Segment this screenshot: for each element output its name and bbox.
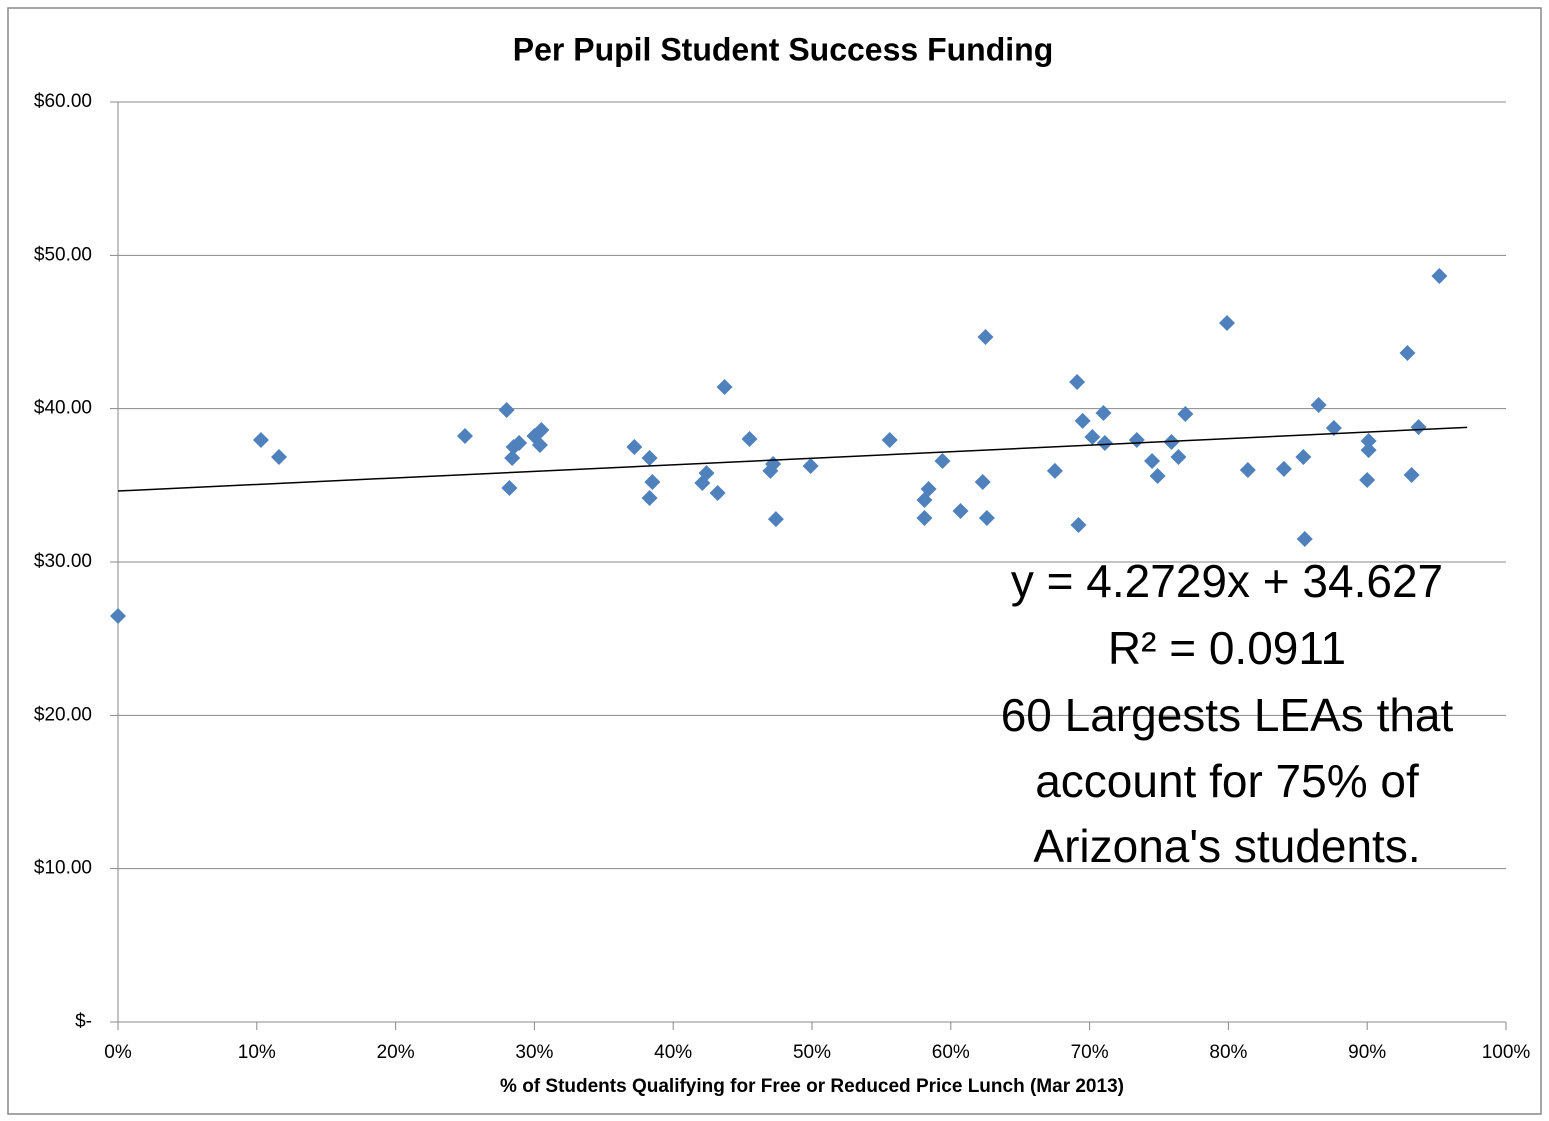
point — [498, 402, 515, 419]
annotation: account for 75% of — [1035, 755, 1419, 807]
point — [1239, 462, 1256, 478]
y-tick-label: $30.00 — [34, 551, 92, 572]
point — [1149, 467, 1166, 484]
point — [504, 450, 521, 467]
y-tick-label: $- — [75, 1011, 92, 1032]
point — [252, 431, 269, 448]
point — [978, 509, 995, 526]
x-tick-label: 50% — [793, 1042, 831, 1063]
annotation: 60 Largests LEAs that — [1001, 689, 1454, 741]
point — [644, 473, 661, 490]
point — [1170, 448, 1187, 465]
point — [1325, 419, 1342, 436]
point — [767, 511, 784, 528]
x-tick-label: 70% — [1071, 1042, 1109, 1063]
x-tick-label: 0% — [104, 1042, 132, 1063]
point — [762, 462, 779, 479]
y-tick-label: $10.00 — [34, 858, 92, 879]
point — [952, 502, 969, 519]
chart-border — [7, 7, 1542, 1115]
chart-title: Per Pupil Student Success Funding — [513, 31, 1054, 67]
point — [1069, 373, 1086, 390]
point — [1070, 517, 1087, 534]
point — [533, 421, 550, 438]
point — [1219, 314, 1236, 331]
point — [1095, 404, 1112, 421]
point — [974, 473, 991, 490]
point — [916, 509, 933, 526]
point — [977, 329, 994, 346]
point — [1046, 462, 1063, 479]
point — [626, 439, 643, 455]
point — [1096, 435, 1113, 452]
point — [741, 431, 758, 448]
point — [511, 435, 528, 452]
point — [920, 481, 937, 498]
point — [1359, 471, 1376, 488]
point — [1296, 531, 1313, 547]
annotation: Arizona's students. — [1033, 820, 1420, 872]
y-tick-label: $60.00 — [34, 91, 92, 112]
point — [1074, 412, 1091, 429]
x-tick-label: 10% — [238, 1042, 276, 1063]
point — [1399, 345, 1416, 362]
point — [1177, 406, 1194, 423]
point — [271, 448, 288, 465]
point — [1084, 429, 1101, 446]
point — [1275, 460, 1292, 477]
point — [457, 427, 473, 444]
point — [934, 452, 951, 469]
x-tick-label: 20% — [377, 1042, 415, 1063]
point — [1310, 396, 1327, 413]
x-tick-label: 40% — [654, 1042, 692, 1063]
point — [716, 379, 733, 396]
point — [1431, 268, 1448, 285]
x-tick-label: 60% — [932, 1042, 970, 1063]
x-tick-label: 90% — [1348, 1042, 1386, 1063]
point — [110, 607, 126, 624]
x-axis-label: % of Students Qualifying for Free or Red… — [500, 1076, 1124, 1097]
annotation: R² = 0.0911 — [1108, 622, 1346, 674]
y-tick-label: $50.00 — [34, 244, 92, 265]
point — [709, 485, 726, 501]
point — [698, 465, 715, 482]
point — [1410, 419, 1427, 436]
point — [641, 450, 658, 467]
point — [531, 437, 548, 454]
point — [501, 479, 518, 496]
x-tick-label: 30% — [515, 1042, 553, 1063]
y-tick-label: $40.00 — [34, 398, 92, 419]
point — [641, 490, 658, 507]
point — [1360, 433, 1377, 450]
annotation: y = 4.2729x + 34.627 — [1011, 555, 1443, 607]
point — [1403, 467, 1420, 484]
trendline — [117, 426, 1468, 492]
x-tick-label: 100% — [1482, 1042, 1531, 1063]
point — [1128, 431, 1145, 448]
point — [802, 458, 819, 475]
point — [1144, 452, 1161, 469]
point — [881, 431, 898, 448]
x-tick-label: 80% — [1209, 1042, 1247, 1063]
point — [1295, 448, 1312, 465]
y-tick-label: $20.00 — [34, 704, 92, 725]
point — [1360, 442, 1377, 459]
